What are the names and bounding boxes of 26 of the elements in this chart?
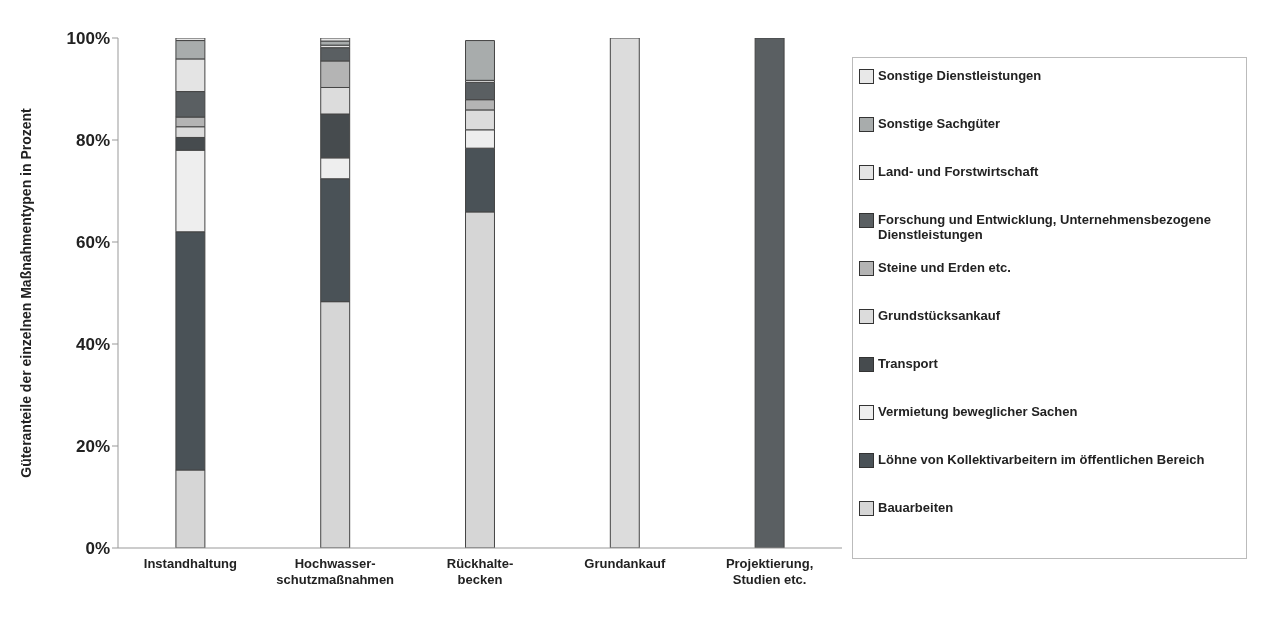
y-tick-label: 100% xyxy=(66,29,110,49)
x-tick-label: Projektierung, Studien etc. xyxy=(725,556,814,587)
bar xyxy=(320,38,351,42)
x-tick-label: Instandhaltung xyxy=(143,556,238,571)
legend-label: Sonstige Sachgüter xyxy=(878,116,1001,131)
legend-label: Transport xyxy=(878,356,938,371)
bar xyxy=(609,38,640,548)
legend-label: Löhne von Kollektivarbeitern im öffentlichen Bereich xyxy=(878,452,1205,467)
legend-label: Steine und Erden etc. xyxy=(878,260,1011,275)
x-tick-label: Grundankauf xyxy=(584,556,666,571)
legend-label: Vermietung beweglicher Sachen xyxy=(878,404,1078,419)
legend-label: Grundstücksankauf xyxy=(878,308,1001,323)
y-axis-title: Güteranteile der einzelnen Maßnahmentypen in Prozent xyxy=(17,107,34,478)
y-tick-label: 80% xyxy=(75,131,110,151)
x-tick-label: Rückhalte-becken xyxy=(446,556,514,587)
y-tick-label: 40% xyxy=(75,335,110,355)
legend-label: Land- und Forstwirtschaft xyxy=(878,164,1039,179)
y-tick-label: 0% xyxy=(85,539,110,559)
y-tick-label: 20% xyxy=(75,437,110,457)
bar xyxy=(754,38,785,548)
legend-label: Forschung und Entwicklung, Unternehmensbezogene Dienstleistungen xyxy=(878,212,1212,242)
x-tick-label: Hochwasser-schutzmaßnahmen xyxy=(276,556,395,587)
legend-label: Sonstige Dienstleistungen xyxy=(878,68,1042,83)
y-tick-label: 60% xyxy=(75,233,110,253)
legend-label: Bauarbeiten xyxy=(878,500,954,515)
bar xyxy=(465,40,495,81)
